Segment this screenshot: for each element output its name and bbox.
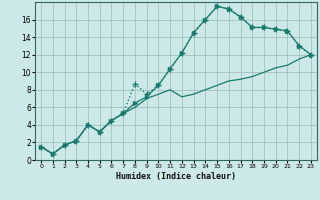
X-axis label: Humidex (Indice chaleur): Humidex (Indice chaleur): [116, 172, 236, 181]
